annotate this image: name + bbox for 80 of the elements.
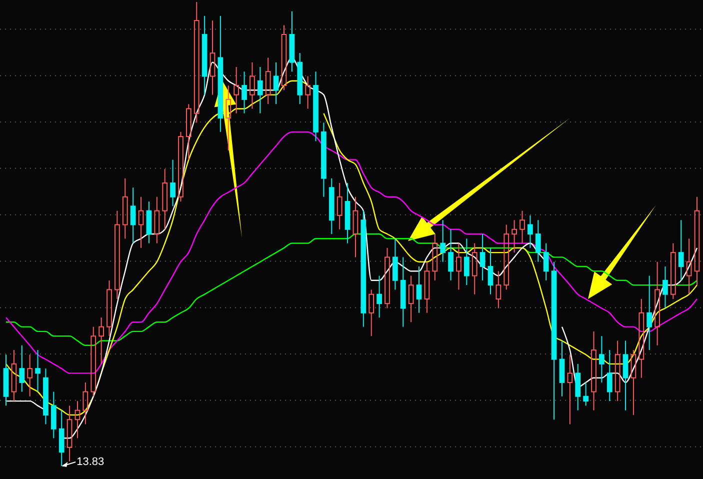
candlestick bbox=[194, 2, 200, 124]
candlestick bbox=[297, 52, 303, 105]
candlestick bbox=[27, 354, 33, 397]
candlestick bbox=[591, 330, 596, 411]
candlestick bbox=[11, 350, 17, 402]
candlestick bbox=[448, 228, 454, 281]
candlestick bbox=[432, 234, 438, 281]
candlestick bbox=[234, 66, 240, 114]
candlestick bbox=[535, 220, 541, 262]
annotation: 13.83 bbox=[76, 456, 104, 468]
candlestick bbox=[599, 336, 604, 383]
candlestick bbox=[313, 71, 318, 142]
candlestick bbox=[456, 242, 462, 290]
candlestick bbox=[19, 344, 25, 392]
candlestick bbox=[622, 340, 628, 411]
candlestick bbox=[321, 122, 326, 198]
candlestick bbox=[50, 391, 56, 439]
candlestick bbox=[273, 62, 279, 105]
candlestick bbox=[202, 15, 208, 96]
candlestick bbox=[472, 242, 478, 295]
candlestick bbox=[480, 234, 486, 281]
candlestick bbox=[678, 220, 684, 281]
candlestick bbox=[376, 275, 382, 318]
candlestick bbox=[162, 168, 168, 230]
candlestick bbox=[559, 340, 565, 397]
candlestick bbox=[392, 238, 398, 290]
candlestick bbox=[130, 187, 136, 244]
candlestick bbox=[368, 289, 374, 337]
candlestick bbox=[170, 159, 176, 207]
candlestick bbox=[210, 20, 216, 96]
candlestick bbox=[250, 62, 255, 110]
candlestick bbox=[289, 10, 295, 72]
candlestick bbox=[257, 66, 263, 114]
candlestick bbox=[35, 350, 40, 392]
candlestick bbox=[122, 178, 128, 240]
candlestick bbox=[336, 182, 342, 230]
candlestick bbox=[138, 196, 144, 248]
candlestick bbox=[424, 261, 430, 314]
candlestick bbox=[614, 340, 620, 402]
candlestick bbox=[440, 220, 446, 262]
candlestick bbox=[146, 201, 152, 244]
candlestick bbox=[82, 382, 88, 425]
candlestick bbox=[58, 410, 64, 466]
candlestick bbox=[654, 261, 660, 346]
candlestick bbox=[567, 354, 573, 425]
candlestick bbox=[638, 298, 644, 378]
candlestick bbox=[98, 317, 104, 364]
candlestick bbox=[305, 76, 310, 110]
candlestick bbox=[352, 196, 358, 258]
candlestick bbox=[646, 275, 652, 350]
candlestick bbox=[408, 275, 414, 323]
candlestick bbox=[551, 261, 557, 420]
candlestick bbox=[3, 354, 9, 406]
candlestick bbox=[66, 405, 72, 462]
candlestick bbox=[686, 238, 692, 295]
candlestick bbox=[520, 210, 525, 244]
candlestick bbox=[528, 214, 533, 248]
candlestick bbox=[694, 196, 700, 286]
candlestick bbox=[606, 350, 612, 402]
candlestick bbox=[662, 266, 668, 309]
candlestick bbox=[344, 182, 350, 244]
candlestick bbox=[575, 363, 581, 411]
candlestick bbox=[242, 71, 247, 114]
candlestick bbox=[416, 266, 422, 314]
candlestick bbox=[464, 238, 470, 286]
candlestick bbox=[496, 270, 502, 309]
candlestick bbox=[265, 57, 271, 105]
candlestick bbox=[74, 400, 80, 439]
candlestick bbox=[106, 280, 112, 337]
candlestick bbox=[328, 178, 334, 234]
candlestick bbox=[43, 368, 48, 425]
candlestick bbox=[154, 196, 160, 244]
candlestick bbox=[360, 210, 366, 328]
candlestick bbox=[226, 85, 232, 151]
candlestick bbox=[543, 242, 549, 281]
candlestick bbox=[218, 15, 224, 132]
candlestick bbox=[512, 220, 518, 254]
candlestick bbox=[400, 256, 406, 328]
candlestick bbox=[114, 210, 120, 300]
candlestick bbox=[488, 247, 494, 295]
